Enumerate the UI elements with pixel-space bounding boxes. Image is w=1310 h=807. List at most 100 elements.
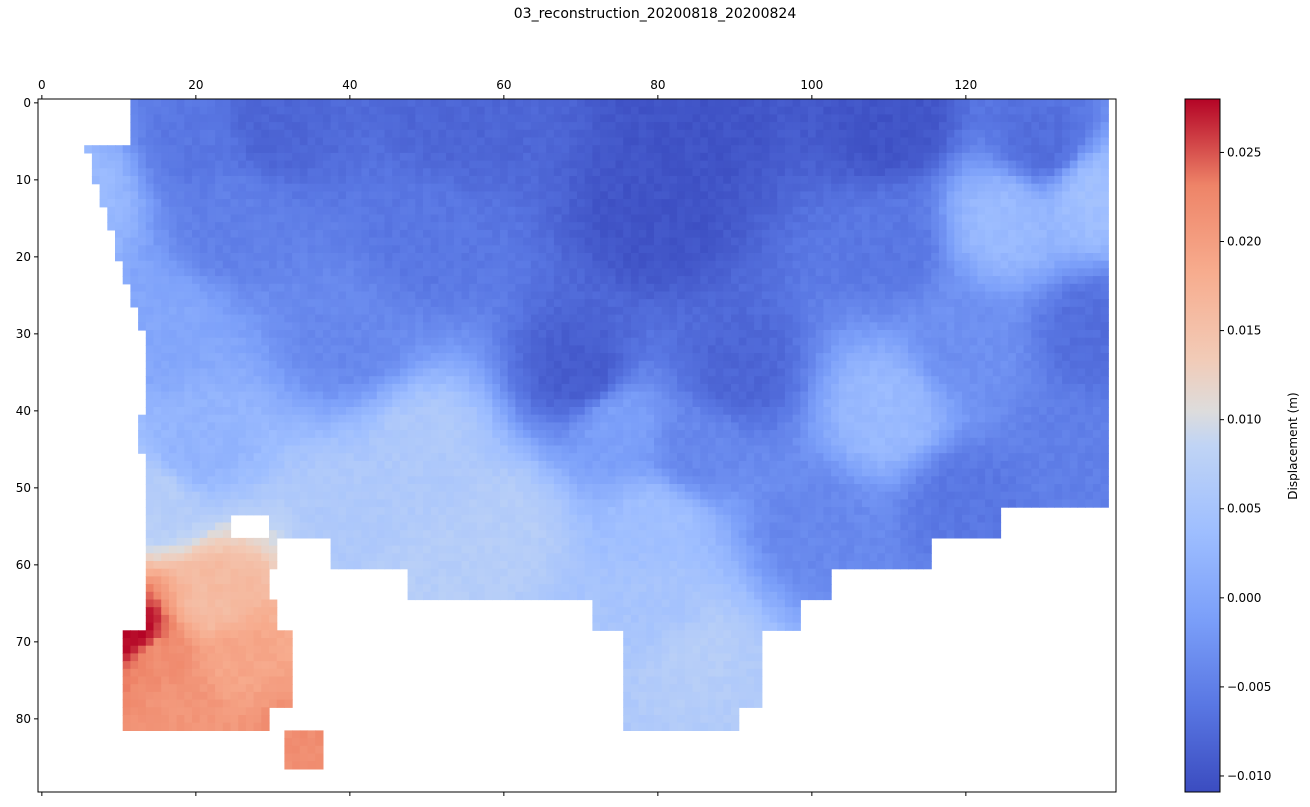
heatmap-cell (838, 206, 848, 216)
heatmap-cell (1092, 160, 1102, 169)
heatmap-cell (638, 283, 647, 293)
heatmap-cell (700, 214, 709, 223)
heatmap-cell (446, 322, 455, 331)
heatmap-cell (815, 283, 824, 293)
heatmap-cell (399, 322, 409, 331)
heatmap-cell (176, 152, 185, 162)
heatmap-cell (831, 106, 840, 115)
heatmap-cell (138, 222, 147, 231)
heatmap-cell (877, 222, 886, 231)
heatmap-cell (800, 253, 809, 262)
heatmap-cell (661, 152, 670, 162)
heatmap-cell (1077, 253, 1086, 262)
heatmap-cell (538, 199, 547, 208)
heatmap-cell (338, 330, 347, 339)
heatmap-cell (253, 122, 262, 131)
heatmap-cell (646, 229, 655, 239)
heatmap-cell (962, 183, 971, 192)
heatmap-cell (276, 345, 285, 354)
heatmap-cell (361, 283, 370, 293)
heatmap-cell (885, 191, 894, 200)
heatmap-cell (515, 268, 524, 277)
heatmap-cell (954, 229, 963, 239)
heatmap-cell (900, 245, 909, 254)
heatmap-cell (423, 199, 432, 208)
heatmap-cell (877, 245, 886, 254)
heatmap-cell (145, 206, 155, 216)
heatmap-cell (399, 330, 409, 339)
heatmap-cell (346, 99, 355, 108)
heatmap-cell (992, 99, 1002, 108)
heatmap-cell (754, 391, 763, 400)
heatmap-cell (399, 176, 409, 185)
heatmap-cell (800, 260, 809, 269)
heatmap-cell (561, 368, 570, 377)
heatmap-cell (238, 283, 247, 293)
heatmap-cell (892, 299, 901, 308)
heatmap-cell (754, 237, 763, 246)
heatmap-cell (315, 268, 324, 277)
heatmap-cell (815, 253, 824, 262)
heatmap-cell (731, 368, 740, 377)
heatmap-cell (438, 260, 447, 269)
heatmap-cell (322, 152, 332, 162)
heatmap-cell (584, 345, 593, 354)
heatmap-cell (838, 222, 848, 231)
heatmap-cell (561, 199, 570, 208)
heatmap-cell (269, 245, 278, 254)
heatmap-cell (669, 106, 678, 115)
heatmap-cell (284, 383, 293, 393)
heatmap-cell (284, 152, 293, 162)
heatmap-cell (1100, 391, 1109, 400)
heatmap-cell (661, 191, 670, 200)
heatmap-cell (322, 222, 332, 231)
heatmap-cell (707, 199, 717, 208)
heatmap-cell (784, 368, 794, 377)
heatmap-cell (415, 137, 424, 146)
heatmap-cell (299, 306, 309, 316)
heatmap-cell (153, 160, 162, 169)
heatmap-cell (353, 176, 362, 185)
heatmap-cell (908, 122, 917, 131)
heatmap-cell (623, 260, 632, 269)
heatmap-cell (176, 345, 185, 354)
heatmap-cell (161, 99, 170, 108)
heatmap-cell (669, 99, 678, 108)
heatmap-cell (115, 152, 124, 162)
heatmap-cell (777, 245, 786, 254)
heatmap-cell (1015, 283, 1025, 293)
heatmap-cell (723, 322, 732, 331)
heatmap-cell (1085, 299, 1094, 308)
heatmap-cell (969, 306, 978, 316)
heatmap-cell (731, 306, 740, 316)
heatmap-cell (592, 268, 601, 277)
heatmap-cell (461, 368, 470, 377)
heatmap-cell (369, 368, 378, 377)
heatmap-cell (723, 214, 732, 223)
heatmap-cell (515, 237, 524, 246)
heatmap-cell (430, 330, 439, 339)
heatmap-cell (831, 337, 840, 346)
heatmap-cell (561, 253, 570, 262)
heatmap-cell (885, 360, 894, 370)
heatmap-cell (453, 376, 463, 385)
heatmap-cell (692, 214, 701, 223)
heatmap-cell (438, 229, 447, 239)
heatmap-cell (808, 152, 817, 162)
heatmap-cell (168, 391, 178, 400)
heatmap-cell (500, 106, 509, 115)
heatmap-cell (1062, 383, 1071, 393)
heatmap-cell (677, 168, 686, 177)
heatmap-cell (707, 145, 717, 154)
heatmap-cell (600, 129, 609, 139)
heatmap-cell (885, 152, 894, 162)
heatmap-cell (800, 330, 809, 339)
heatmap-cell (430, 245, 439, 254)
heatmap-cell (808, 183, 817, 192)
heatmap-cell (261, 168, 270, 177)
heatmap-cell (946, 291, 955, 300)
heatmap-cell (192, 199, 201, 208)
heatmap-cell (538, 160, 547, 169)
heatmap-cell (615, 260, 624, 269)
heatmap-cell (600, 283, 609, 293)
